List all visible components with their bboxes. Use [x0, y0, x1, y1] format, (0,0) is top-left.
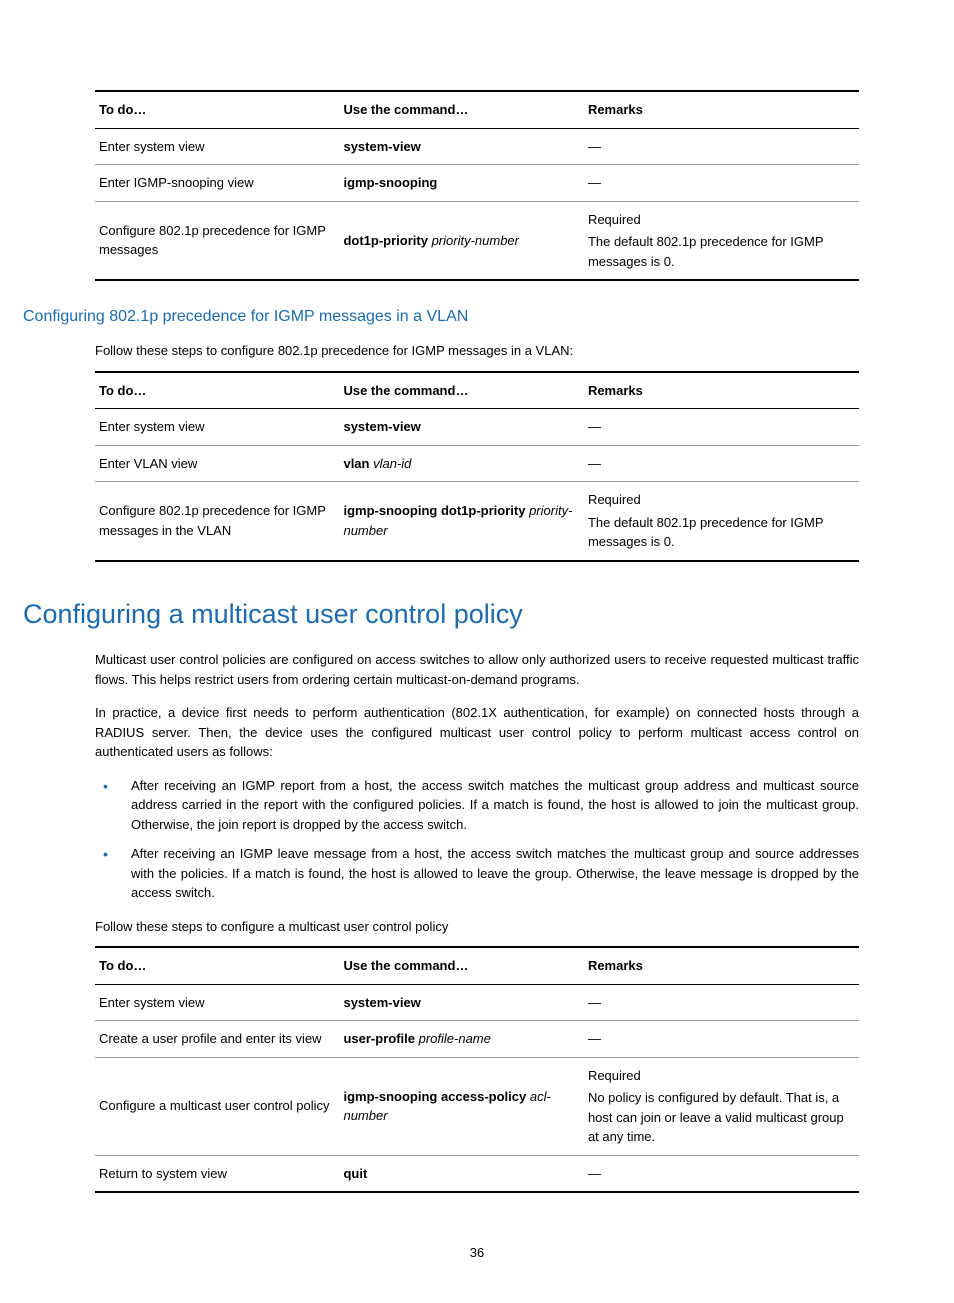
header-remarks: Remarks	[584, 947, 859, 984]
cell-cmd: igmp-snooping access-policy acl-number	[339, 1057, 583, 1155]
header-remarks: Remarks	[584, 372, 859, 409]
cell-remarks: Required The default 802.1p precedence f…	[584, 201, 859, 280]
global-config-table: To do… Use the command… Remarks Enter sy…	[95, 90, 859, 281]
paragraph: In practice, a device first needs to per…	[95, 703, 859, 762]
cell-todo: Create a user profile and enter its view	[95, 1021, 339, 1058]
table-row: Enter IGMP-snooping view igmp-snooping —	[95, 165, 859, 202]
bullet-list: After receiving an IGMP report from a ho…	[95, 776, 859, 903]
cell-remarks: —	[584, 1021, 859, 1058]
list-item: After receiving an IGMP report from a ho…	[95, 776, 859, 835]
cell-remarks: Required The default 802.1p precedence f…	[584, 482, 859, 561]
cell-remarks: —	[584, 165, 859, 202]
table-row: Enter system view system-view —	[95, 128, 859, 165]
header-remarks: Remarks	[584, 91, 859, 128]
cell-todo: Configure 802.1p precedence for IGMP mes…	[95, 201, 339, 280]
cell-cmd: dot1p-priority priority-number	[339, 201, 583, 280]
table-row: Configure 802.1p precedence for IGMP mes…	[95, 482, 859, 561]
header-todo: To do…	[95, 947, 339, 984]
intro-text: Follow these steps to configure 802.1p p…	[95, 341, 859, 361]
header-todo: To do…	[95, 372, 339, 409]
header-cmd: Use the command…	[339, 91, 583, 128]
cell-remarks: —	[584, 128, 859, 165]
cell-todo: Configure 802.1p precedence for IGMP mes…	[95, 482, 339, 561]
cell-cmd: igmp-snooping	[339, 165, 583, 202]
table-row: Configure a multicast user control polic…	[95, 1057, 859, 1155]
cell-remarks: Required No policy is configured by defa…	[584, 1057, 859, 1155]
subsection-heading: Configuring 802.1p precedence for IGMP m…	[23, 305, 859, 329]
header-todo: To do…	[95, 91, 339, 128]
table-row: Enter system view system-view —	[95, 984, 859, 1021]
list-item: After receiving an IGMP leave message fr…	[95, 844, 859, 903]
cell-todo: Enter system view	[95, 409, 339, 446]
cell-todo: Return to system view	[95, 1155, 339, 1192]
table-row: Enter system view system-view —	[95, 409, 859, 446]
cell-todo: Configure a multicast user control polic…	[95, 1057, 339, 1155]
cell-cmd: user-profile profile-name	[339, 1021, 583, 1058]
cell-remarks: —	[584, 1155, 859, 1192]
cell-remarks: —	[584, 445, 859, 482]
header-cmd: Use the command…	[339, 947, 583, 984]
cell-cmd: quit	[339, 1155, 583, 1192]
table-row: Configure 802.1p precedence for IGMP mes…	[95, 201, 859, 280]
cell-cmd: system-view	[339, 128, 583, 165]
cell-todo: Enter system view	[95, 128, 339, 165]
cell-todo: Enter VLAN view	[95, 445, 339, 482]
cell-cmd: igmp-snooping dot1p-priority priority-nu…	[339, 482, 583, 561]
policy-config-table: To do… Use the command… Remarks Enter sy…	[95, 946, 859, 1193]
section-heading: Configuring a multicast user control pol…	[23, 594, 859, 635]
paragraph: Multicast user control policies are conf…	[95, 650, 859, 689]
table-row: Create a user profile and enter its view…	[95, 1021, 859, 1058]
header-cmd: Use the command…	[339, 372, 583, 409]
cell-cmd: vlan vlan-id	[339, 445, 583, 482]
page-number: 36	[95, 1243, 859, 1263]
cell-todo: Enter IGMP-snooping view	[95, 165, 339, 202]
table-row: Return to system view quit —	[95, 1155, 859, 1192]
cell-cmd: system-view	[339, 409, 583, 446]
table-row: Enter VLAN view vlan vlan-id —	[95, 445, 859, 482]
cell-remarks: —	[584, 984, 859, 1021]
cell-remarks: —	[584, 409, 859, 446]
cell-cmd: system-view	[339, 984, 583, 1021]
intro-text: Follow these steps to configure a multic…	[95, 917, 859, 937]
vlan-config-table: To do… Use the command… Remarks Enter sy…	[95, 371, 859, 562]
cell-todo: Enter system view	[95, 984, 339, 1021]
